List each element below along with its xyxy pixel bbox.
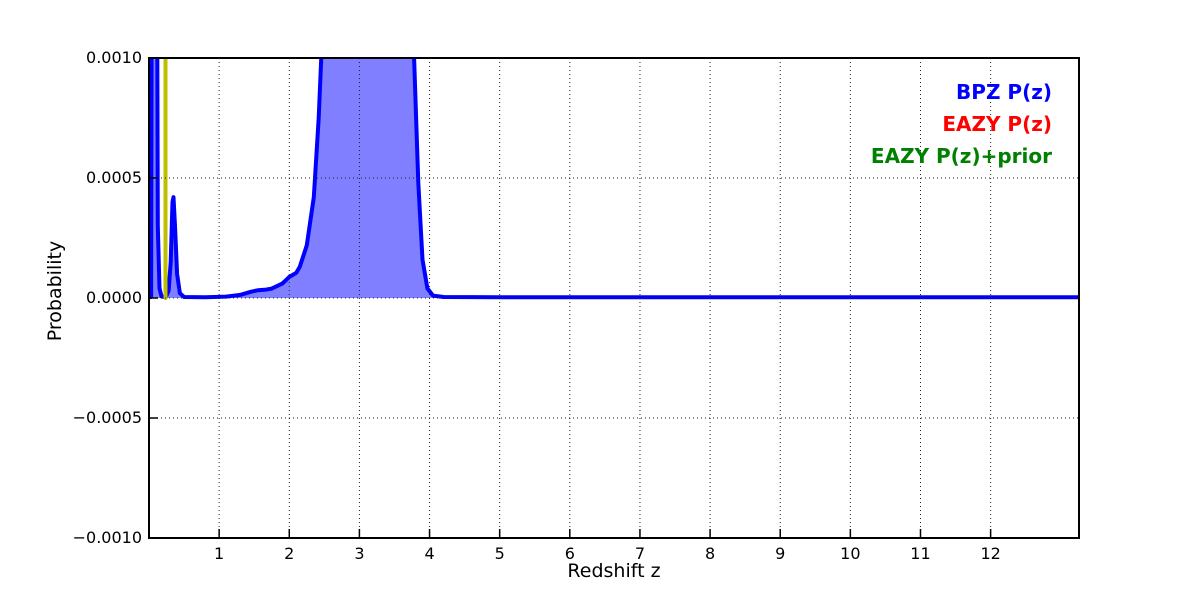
x-tick-label: 3 — [354, 544, 365, 563]
y-tick-label: 0.0010 — [86, 48, 142, 67]
x-tick-label: 5 — [494, 544, 505, 563]
x-tick-label: 10 — [840, 544, 861, 563]
x-tick-label: 8 — [704, 544, 716, 563]
y-tick-label: −0.0005 — [72, 408, 142, 427]
series-layer — [149, 58, 1079, 300]
x-tick-label: 1 — [214, 544, 225, 563]
x-axis-label: Redshift z — [567, 560, 661, 582]
legend-item-eazy-prior: EAZY P(z)+prior — [870, 144, 1052, 168]
legend-item-eazy: EAZY P(z) — [942, 112, 1052, 136]
x-tick-label: 9 — [775, 544, 786, 563]
x-tick-label: 11 — [910, 544, 931, 563]
tick-marks — [150, 57, 992, 539]
x-tick-label: 4 — [424, 544, 435, 563]
y-tick-label: 0.0005 — [86, 168, 142, 187]
plot-frame — [148, 57, 1080, 539]
gridlines — [149, 58, 1079, 538]
y-axis-label: Probability — [44, 240, 66, 342]
legend-item-bpz: BPZ P(z) — [956, 80, 1052, 104]
y-tick-label: −0.0010 — [72, 528, 142, 547]
y-tick-label: 0.0000 — [86, 288, 142, 307]
x-tick-label: 12 — [980, 544, 1001, 563]
series-fill-0 — [149, 58, 1079, 298]
x-tick-label: 6 — [564, 544, 575, 563]
x-tick-label: 2 — [284, 544, 295, 563]
legend: BPZ P(z) EAZY P(z) EAZY P(z)+prior — [871, 76, 1052, 172]
x-tick-label: 7 — [634, 544, 646, 563]
